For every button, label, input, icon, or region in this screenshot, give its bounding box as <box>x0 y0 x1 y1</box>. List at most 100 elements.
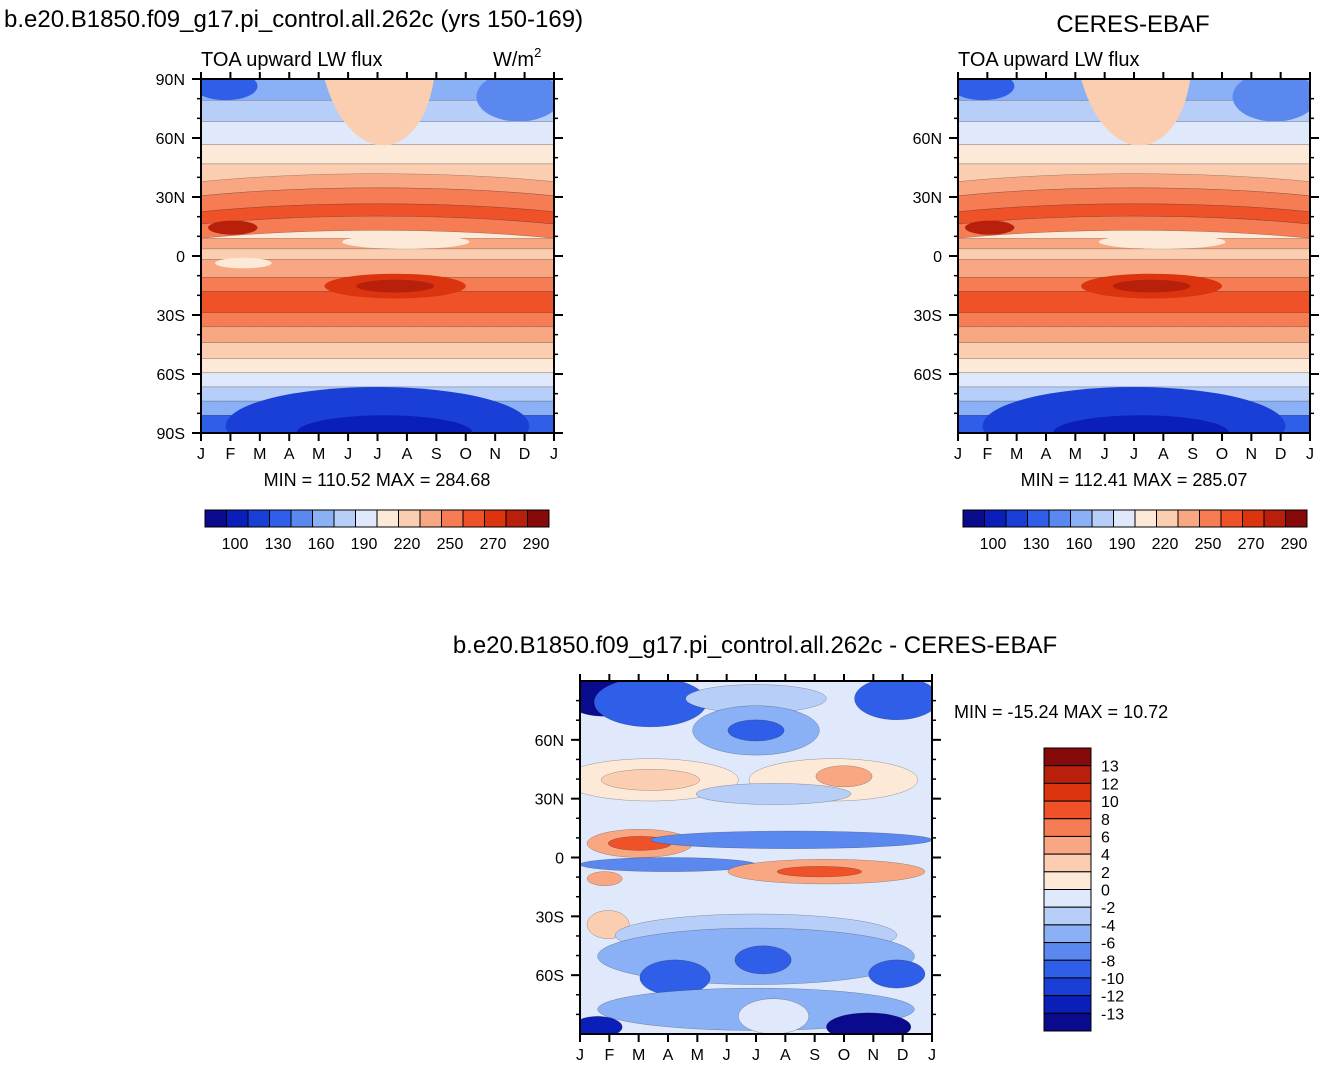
field-blob <box>982 386 1286 433</box>
x-tick-label: O <box>1216 446 1228 463</box>
colorbar-label: 270 <box>480 536 507 553</box>
x-tick-label: S <box>809 1047 820 1064</box>
field-blob <box>695 783 852 805</box>
colorbar-label: 220 <box>394 536 421 553</box>
colorbar-label: -6 <box>1101 936 1115 953</box>
colorbar-swatch <box>1043 1012 1092 1032</box>
field-band <box>201 326 554 343</box>
colorbar-label: 13 <box>1101 759 1119 776</box>
field-band <box>201 215 554 239</box>
field-blob <box>776 866 862 878</box>
colorbar-swatch <box>962 509 985 528</box>
x-tick-label: A <box>663 1047 674 1064</box>
colorbar-swatch <box>1070 509 1093 528</box>
x-tick-label: M <box>253 446 266 463</box>
field-blob <box>965 220 1015 235</box>
colorbar-swatch <box>1043 977 1092 997</box>
colorbar-label: 160 <box>1066 536 1093 553</box>
colorbar-swatch <box>1043 747 1092 767</box>
field-band <box>201 372 554 388</box>
colorbar-swatch <box>1043 871 1092 890</box>
field-blob <box>586 871 623 886</box>
x-tick-label: M <box>312 446 325 463</box>
colorbar-swatch <box>484 509 507 528</box>
colorbar-swatch <box>1242 509 1265 528</box>
colorbar-label: 2 <box>1101 865 1110 882</box>
x-tick-label: J <box>954 446 962 463</box>
field-blob <box>734 945 792 975</box>
figure-title-left: b.e20.B1850.f09_g17.pi_control.all.262c … <box>4 6 583 33</box>
field-blob <box>600 769 700 791</box>
colorbar-swatch <box>1177 509 1200 528</box>
field-blob <box>815 765 873 788</box>
y-tick-label: 60S <box>914 367 942 384</box>
colorbar-swatch <box>505 509 528 528</box>
panel-diff: b.e20.B1850.f09_g17.pi_control.all.262c … <box>453 632 1168 1064</box>
obs-subtitle-left: TOA upward LW flux <box>958 49 1140 71</box>
x-tick-label: A <box>402 446 413 463</box>
y-tick-label: 30N <box>913 190 942 207</box>
colorbar-swatch <box>1043 853 1092 873</box>
colorbar-label: 190 <box>351 536 378 553</box>
field-blob <box>1112 279 1191 293</box>
colorbar-swatch <box>441 509 464 528</box>
colorbar-label: 270 <box>1238 536 1265 553</box>
obs-y-axis: 60N 30N 0 30S 60S <box>913 97 1319 415</box>
field-blob <box>201 79 258 101</box>
field-band <box>958 215 1310 239</box>
field-band <box>958 358 1310 374</box>
field-band <box>201 342 554 359</box>
x-tick-label: O <box>460 446 472 463</box>
y-tick-label: 30S <box>914 308 942 325</box>
colorbar-swatch <box>1220 509 1243 528</box>
field-blob <box>1232 79 1310 122</box>
panel-model: TOA upward LW flux W/m2 90N 60N 30N 0 30S 60S… <box>156 45 563 553</box>
field-band <box>958 326 1310 343</box>
field-band <box>201 144 554 165</box>
x-tick-label: F <box>982 446 992 463</box>
colorbar-label: 4 <box>1101 847 1110 864</box>
model-units-sup: 2 <box>534 45 541 60</box>
colorbar-swatch <box>1043 906 1092 926</box>
x-tick-label: F <box>604 1047 614 1064</box>
field-blob <box>1098 234 1226 249</box>
x-tick-label: A <box>780 1047 791 1064</box>
colorbar-swatch <box>984 509 1007 528</box>
colorbar-swatch <box>462 509 485 528</box>
x-tick-label: J <box>344 446 352 463</box>
model-subtitle-left: TOA upward LW flux <box>201 49 383 71</box>
field-band <box>958 144 1310 165</box>
model-colorbar: 100 130 160 190 220 250 270 290 <box>204 509 550 553</box>
obs-stats: MIN = 112.41 MAX = 285.07 <box>1021 470 1248 490</box>
colorbar-label: 130 <box>1023 536 1050 553</box>
colorbar-swatch <box>226 509 249 528</box>
x-tick-label: O <box>838 1047 850 1064</box>
field-blob <box>356 279 434 293</box>
x-tick-label: J <box>576 1047 584 1064</box>
x-tick-label: J <box>197 446 205 463</box>
y-tick-label: 0 <box>933 249 942 266</box>
colorbar-label: -8 <box>1101 953 1115 970</box>
x-tick-label: J <box>928 1047 936 1064</box>
colorbar-swatch <box>1027 509 1050 528</box>
colorbar-swatch <box>1043 782 1092 802</box>
obs-contour-field <box>958 79 1310 433</box>
colorbar-swatch <box>419 509 442 528</box>
diff-stats: MIN = -15.24 MAX = 10.72 <box>954 702 1168 722</box>
field-band <box>958 342 1310 359</box>
y-tick-label: 30S <box>536 909 564 926</box>
obs-colorbar: 100 130 160 190 220 250 270 290 <box>962 509 1308 553</box>
y-tick-label: 90N <box>156 72 185 89</box>
y-tick-label: 60N <box>913 131 942 148</box>
colorbar-swatch <box>1043 924 1092 944</box>
colorbar-label: 8 <box>1101 812 1110 829</box>
x-tick-label: J <box>1306 446 1314 463</box>
colorbar-label: 250 <box>437 536 464 553</box>
colorbar-label: -2 <box>1101 900 1115 917</box>
model-y-axis: 90N 60N 30N 0 30S 60S 90S <box>156 72 563 443</box>
colorbar-label: -4 <box>1101 918 1115 935</box>
colorbar-swatch <box>527 509 550 528</box>
